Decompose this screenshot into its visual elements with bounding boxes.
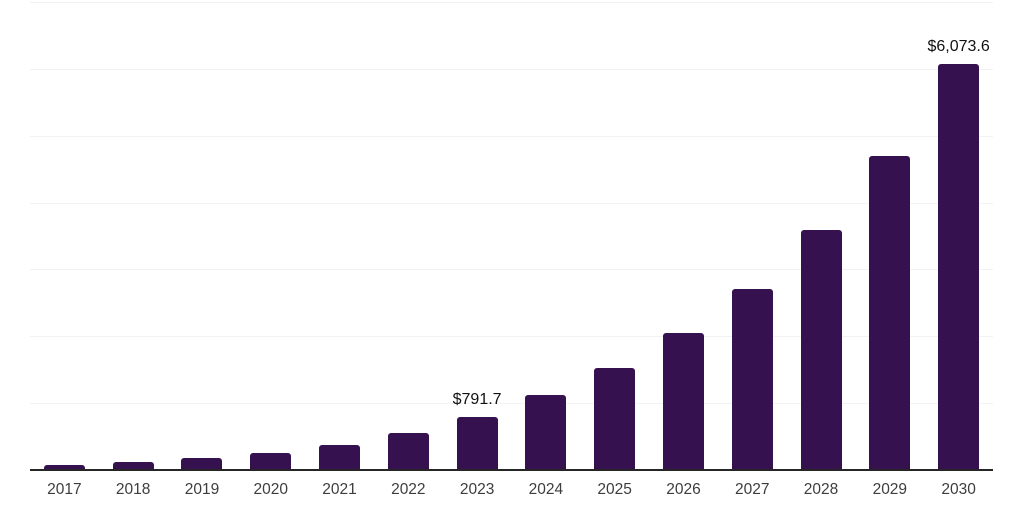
x-axis-label-2025: 2025 (597, 481, 632, 498)
bar-2022 (387, 432, 429, 470)
bar-2023 (456, 417, 498, 470)
bar-2019 (181, 458, 223, 470)
bar-2027 (731, 288, 773, 470)
x-axis-line (30, 469, 993, 471)
gridline (30, 403, 993, 405)
bar-2020 (250, 453, 292, 470)
x-axis-label-2030: 2030 (941, 481, 976, 498)
x-axis-label-2026: 2026 (666, 481, 701, 498)
bar-value-label-2023: $791.7 (452, 391, 502, 409)
gridline (30, 336, 993, 338)
gridline (30, 269, 993, 271)
x-axis-label-2029: 2029 (872, 481, 908, 498)
bar-2029 (869, 156, 911, 470)
bar-2024 (525, 395, 567, 470)
x-axis-label-2022: 2022 (391, 481, 426, 498)
plot-area: $791.7 $6,073.6 (30, 2, 993, 471)
bar-2028 (800, 229, 842, 470)
bar-value-label-2030: $6,073.6 (927, 37, 990, 55)
x-axis-label-2017: 2017 (47, 481, 82, 498)
gridline (30, 202, 993, 204)
x-axis-label-2028: 2028 (803, 481, 839, 498)
bar-2025 (594, 368, 636, 470)
gridline (30, 135, 993, 137)
x-axis-labels: 2017 2018 2019 2020 2021 2022 2023 2024 2025 2026… (30, 481, 993, 505)
x-axis-label-2019: 2019 (184, 481, 220, 498)
x-axis-label-2024: 2024 (528, 481, 564, 498)
x-axis-label-2021: 2021 (322, 481, 357, 498)
bar-2021 (319, 444, 361, 470)
bar-2030 (938, 63, 980, 470)
x-axis-label-2020: 2020 (253, 481, 288, 498)
bar-2018 (112, 462, 154, 470)
gridline (30, 2, 993, 3)
bar-2026 (662, 332, 704, 470)
bar-2017 (43, 464, 85, 470)
x-axis-label-2018: 2018 (115, 481, 151, 498)
x-axis-label-2023: 2023 (459, 481, 495, 498)
gridline (30, 68, 993, 70)
x-axis-label-2027: 2027 (735, 481, 770, 498)
